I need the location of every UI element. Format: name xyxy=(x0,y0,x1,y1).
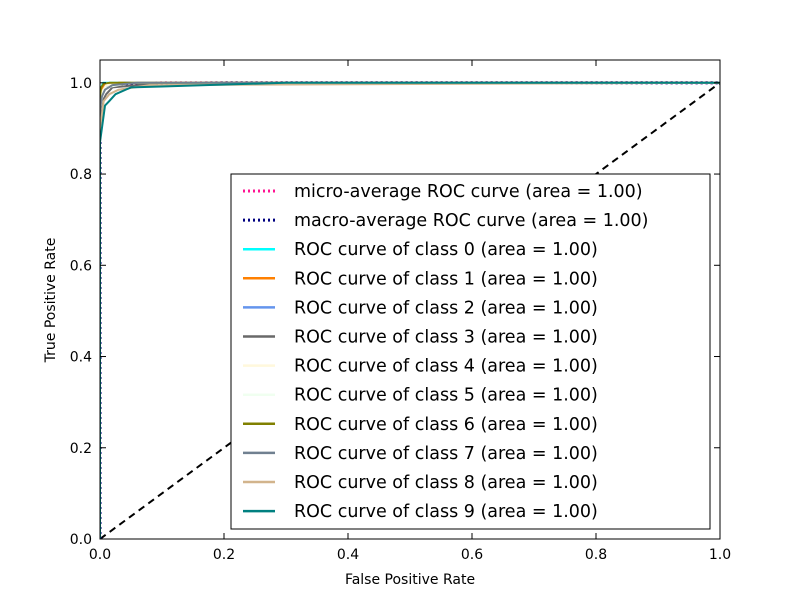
legend-label-6: ROC curve of class 4 (area = 1.00) xyxy=(294,357,598,377)
axis-ticks: 0.0 0.2 0.4 0.6 0.8 1.0 0.0 0.2 0.4 0.6 0.8 1.0 xyxy=(70,60,731,563)
series-line-11 xyxy=(100,81,720,539)
y-tick-label: 0.6 xyxy=(70,258,92,274)
x-tick-label: 0.4 xyxy=(337,547,359,563)
x-axis-label: False Positive Rate xyxy=(345,572,475,588)
legend-label-3: ROC curve of class 1 (area = 1.00) xyxy=(294,269,598,289)
y-tick-label: 1.0 xyxy=(70,76,92,92)
legend-label-4: ROC curve of class 2 (area = 1.00) xyxy=(294,298,598,318)
legend: micro-average ROC curve (area = 1.00) mac… xyxy=(230,173,711,530)
y-axis-label: True Positive Rate xyxy=(43,238,59,364)
legend-label-7: ROC curve of class 5 (area = 1.00) xyxy=(294,386,598,406)
y-tick-label: 0.0 xyxy=(70,532,92,548)
legend-label-8: ROC curve of class 6 (area = 1.00) xyxy=(294,415,598,435)
legend-label-5: ROC curve of class 3 (area = 1.00) xyxy=(294,328,598,348)
legend-label-1: macro-average ROC curve (area = 1.00) xyxy=(294,211,649,231)
legend-box xyxy=(230,173,711,530)
x-tick-label: 0.8 xyxy=(585,547,607,563)
legend-label-2: ROC curve of class 0 (area = 1.00) xyxy=(294,240,598,260)
plot-frame xyxy=(99,59,721,540)
legend-label-11: ROC curve of class 9 (area = 1.00) xyxy=(294,502,598,522)
y-tick-label: 0.8 xyxy=(70,167,92,183)
series-line-9 xyxy=(100,81,720,539)
legend-label-9: ROC curve of class 7 (area = 1.00) xyxy=(294,444,598,464)
x-tick-label: 1.0 xyxy=(709,547,731,563)
y-tick-label: 0.2 xyxy=(70,441,92,457)
y-tick-label: 0.4 xyxy=(70,350,92,366)
legend-label-0: micro-average ROC curve (area = 1.00) xyxy=(294,182,643,202)
x-tick-label: 0.2 xyxy=(213,547,235,563)
x-tick-label: 0.6 xyxy=(461,547,483,563)
x-tick-label: 0.0 xyxy=(89,547,111,563)
legend-label-10: ROC curve of class 8 (area = 1.00) xyxy=(294,473,598,493)
